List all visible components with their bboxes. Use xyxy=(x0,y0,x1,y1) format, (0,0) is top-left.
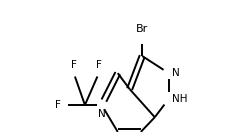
Text: N: N xyxy=(172,68,180,78)
Text: F: F xyxy=(55,100,61,110)
Text: Br: Br xyxy=(136,24,148,34)
Text: NH: NH xyxy=(172,94,188,104)
Text: F: F xyxy=(96,60,102,70)
Text: N: N xyxy=(98,109,106,119)
Text: F: F xyxy=(71,60,77,70)
